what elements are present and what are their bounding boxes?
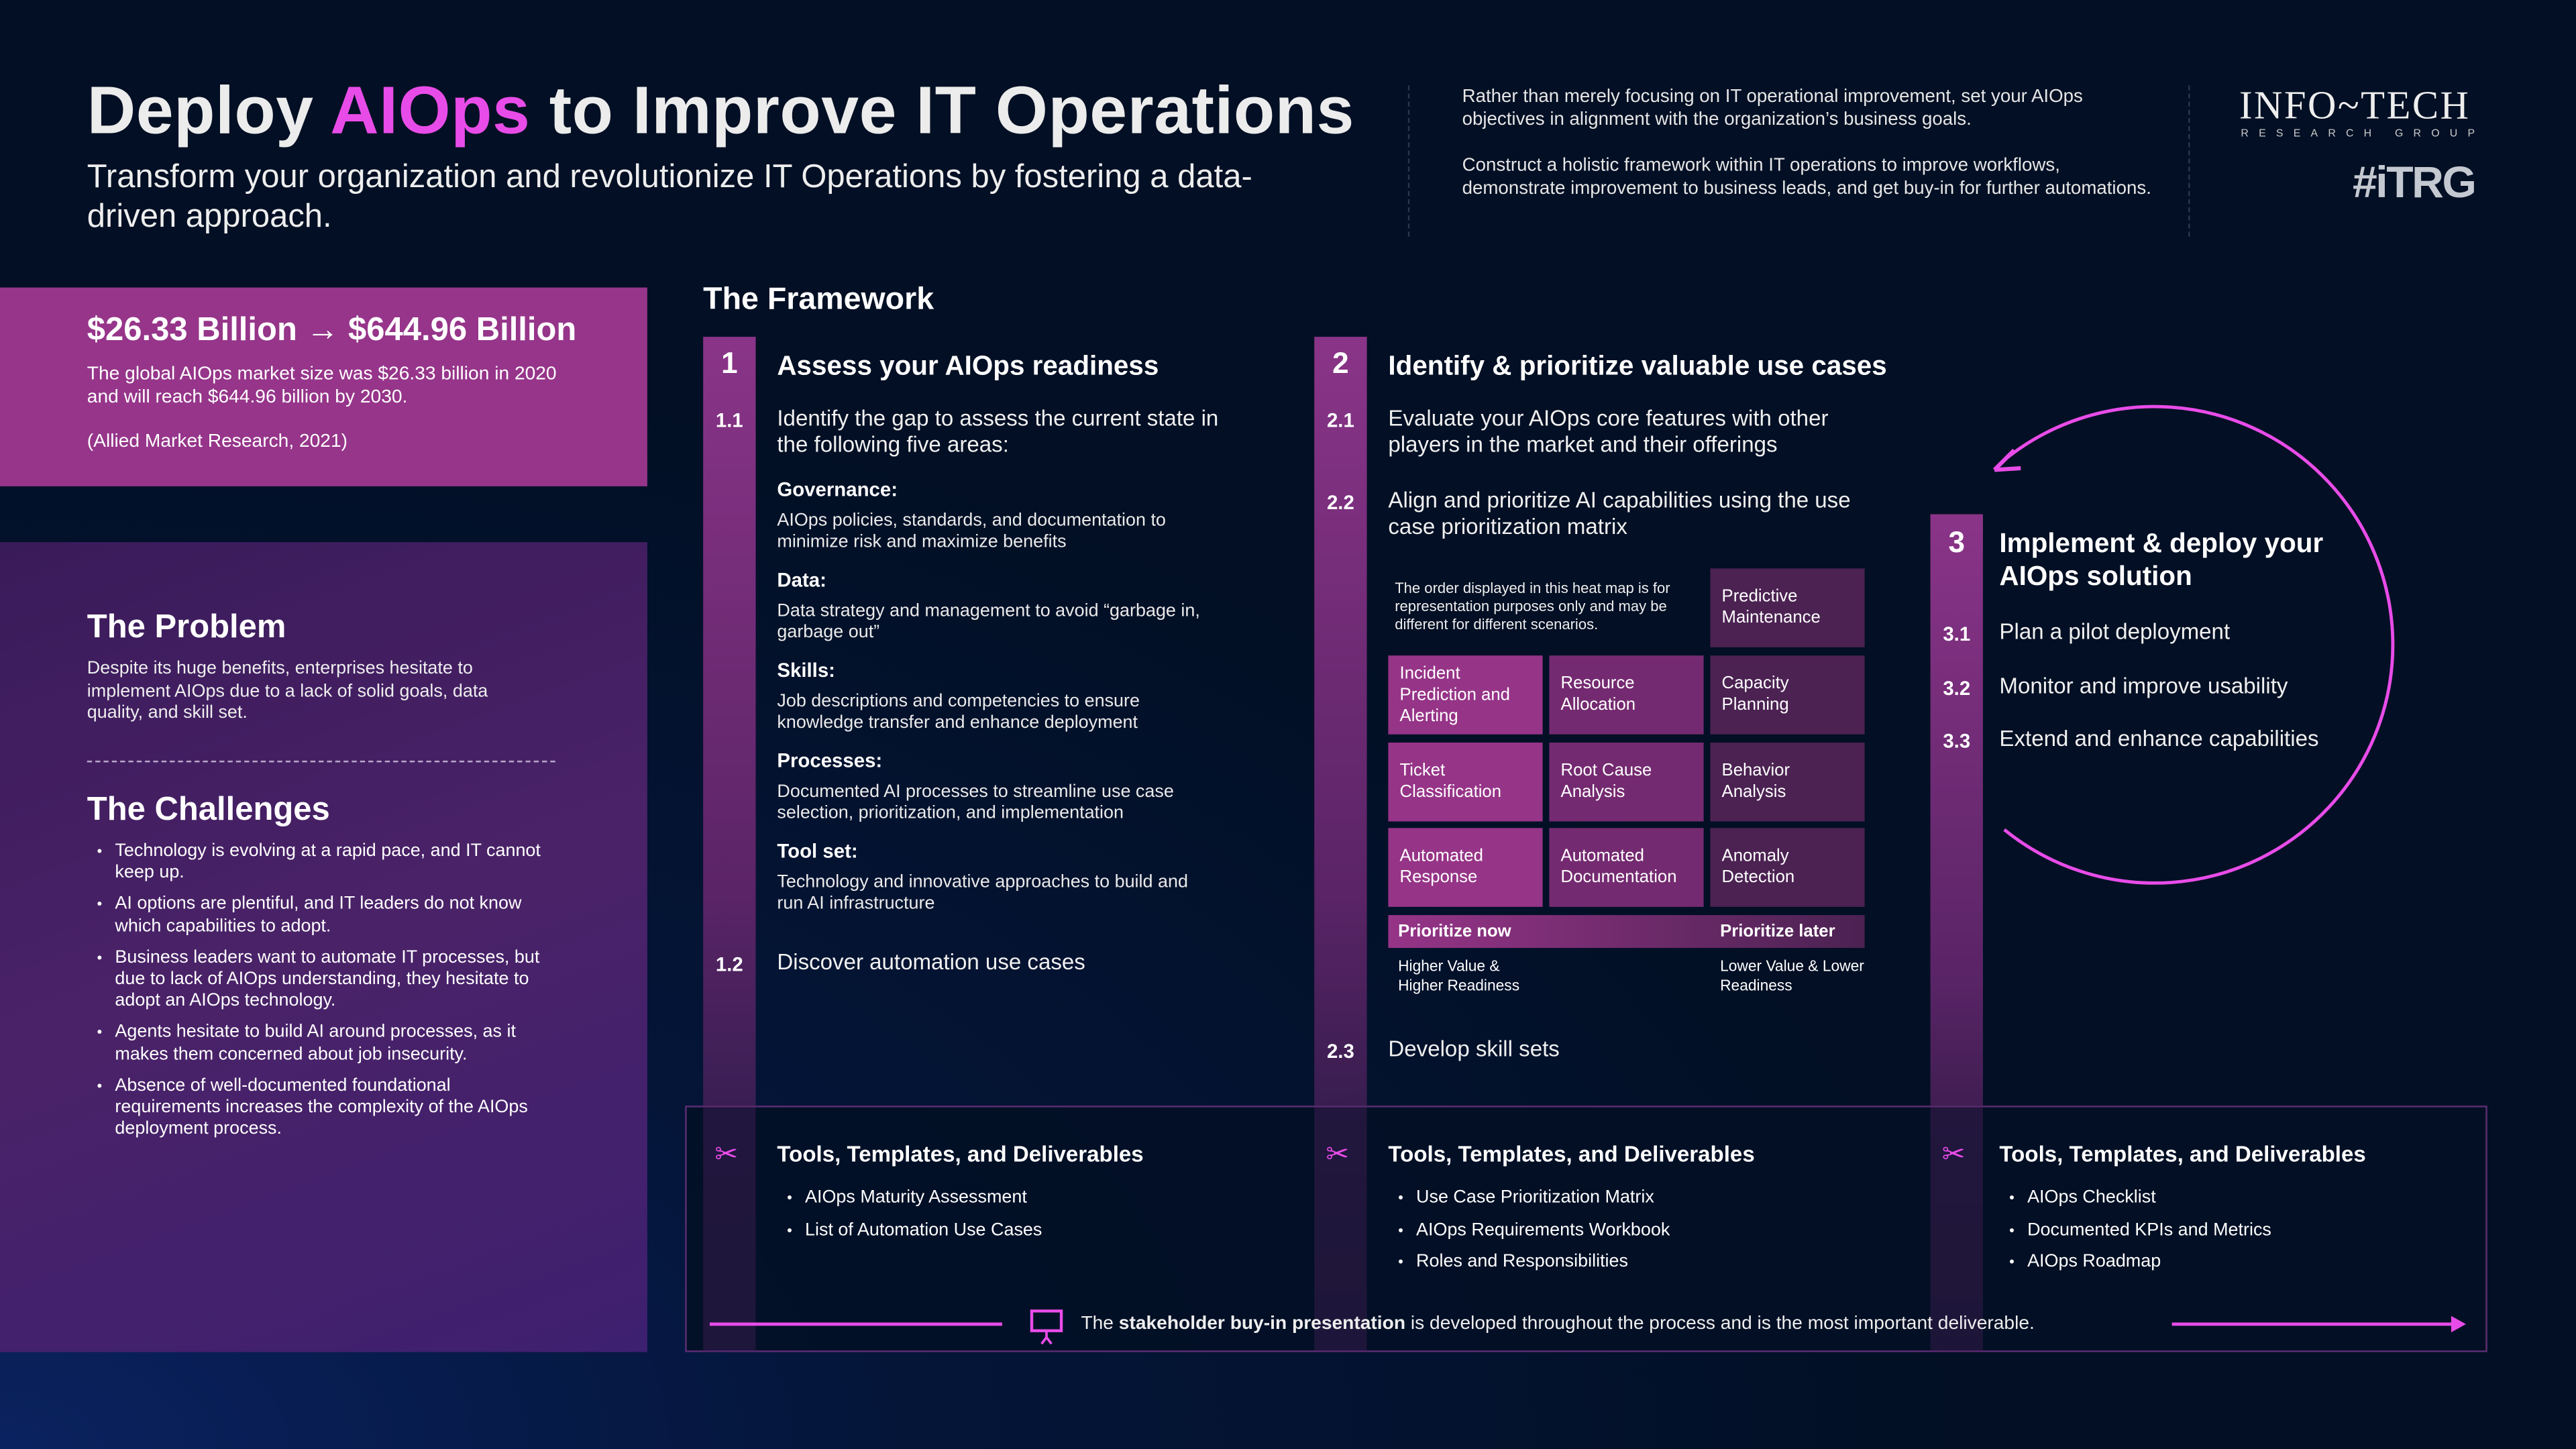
divider bbox=[1407, 85, 1410, 237]
step-title: Implement & deploy your AIOps solution bbox=[1999, 529, 2324, 592]
heatmap-cell: Behavior Analysis bbox=[1710, 742, 1865, 822]
intro-text: Construct a holistic framework within IT… bbox=[1462, 156, 2151, 199]
buyin-note: The stakeholder buy-in presentation is d… bbox=[1081, 1314, 2035, 1334]
area-desc: Data strategy and management to avoid “g… bbox=[777, 601, 1200, 643]
area-desc: AIOps policies, standards, and documenta… bbox=[777, 511, 1166, 552]
readiness-areas: Governance: AIOps policies, standards, an… bbox=[777, 478, 1204, 930]
heatmap-cell: Automated Response bbox=[1388, 828, 1543, 907]
deliverable-item: Roles and Responsibilities bbox=[1388, 1252, 1670, 1273]
heatmap-cell: Ticket Classification bbox=[1388, 742, 1543, 822]
now-description: Higher Value & Higher Readiness bbox=[1398, 957, 1520, 994]
challenge-item: Agents hesitate to build AI around proce… bbox=[87, 1022, 559, 1066]
market-source: (Allied Market Research, 2021) bbox=[87, 432, 348, 452]
substep-text: Plan a pilot deployment bbox=[1999, 619, 2231, 645]
deliverable-item: AIOps Roadmap bbox=[1999, 1252, 2271, 1273]
later-description: Lower Value & Lower Readiness bbox=[1720, 957, 1864, 994]
step-number: 1 bbox=[721, 346, 738, 380]
challenges-title: The Challenges bbox=[87, 792, 330, 828]
tools-title: Tools, Templates, and Deliverables bbox=[1999, 1142, 2366, 1167]
step-number: 2 bbox=[1332, 346, 1349, 380]
problem-title: The Problem bbox=[87, 609, 286, 646]
area-name: Data: bbox=[777, 568, 826, 592]
tools-title: Tools, Templates, and Deliverables bbox=[1388, 1142, 1755, 1167]
prioritize-now: Prioritize now bbox=[1398, 921, 1511, 942]
step-number: 3 bbox=[1948, 525, 1966, 559]
tools-icon: ✂ bbox=[714, 1138, 739, 1170]
heatmap-note: The order displayed in this heat map is … bbox=[1395, 580, 1670, 633]
market-text: The global AIOps market size was $26.33 … bbox=[87, 364, 557, 408]
heatmap-cell: Automated Documentation bbox=[1549, 828, 1704, 907]
substep-text: Develop skill sets bbox=[1388, 1036, 1560, 1062]
deliverable-item: AIOps Checklist bbox=[1999, 1188, 2271, 1210]
challenge-item: Absence of well-documented foundational … bbox=[87, 1076, 559, 1141]
problem-text: Despite its huge benefits, enterprises h… bbox=[87, 659, 488, 723]
deliverable-item: AIOps Requirements Workbook bbox=[1388, 1220, 1670, 1241]
substep-number: 2.1 bbox=[1326, 409, 1354, 433]
deliverable-item: Use Case Prioritization Matrix bbox=[1388, 1188, 1670, 1210]
title-highlight: AIOps bbox=[330, 72, 531, 148]
area-desc: Job descriptions and competencies to ens… bbox=[777, 692, 1140, 733]
substep-text: Extend and enhance capabilities bbox=[1999, 726, 2319, 751]
arrow-line bbox=[709, 1322, 1002, 1326]
challenge-item: Business leaders want to automate IT pro… bbox=[87, 948, 559, 1013]
substep-number: 3.1 bbox=[1943, 623, 1971, 646]
page-subtitle: Transform your organization and revoluti… bbox=[87, 159, 1252, 235]
tools-title: Tools, Templates, and Deliverables bbox=[777, 1142, 1144, 1167]
deliverable-item: List of Automation Use Cases bbox=[777, 1220, 1042, 1241]
heatmap-cell: Root Cause Analysis bbox=[1549, 742, 1704, 822]
market-headline: $26.33 Billion → $644.96 Billion bbox=[87, 312, 577, 349]
area-name: Tool set: bbox=[777, 839, 858, 863]
tools-icon: ✂ bbox=[1326, 1138, 1350, 1170]
substep-number: 2.2 bbox=[1326, 491, 1354, 515]
deliverable-item: AIOps Maturity Assessment bbox=[777, 1188, 1042, 1210]
challenge-item: Technology is evolving at a rapid pace, … bbox=[87, 841, 559, 885]
market-box: $26.33 Billion → $644.96 Billion The glo… bbox=[0, 287, 647, 486]
substep-number: 1.2 bbox=[715, 953, 743, 976]
substep-number: 3.2 bbox=[1943, 676, 1971, 700]
page-title: Deploy AIOps to Improve IT Operations bbox=[87, 72, 1354, 148]
cycle-arrow-icon bbox=[1992, 405, 2395, 885]
substep-text: Monitor and improve usability bbox=[1999, 674, 2288, 698]
substep-number: 2.3 bbox=[1326, 1040, 1354, 1063]
logo-tagline: RESEARCH GROUP bbox=[2241, 128, 2485, 140]
divider bbox=[87, 760, 555, 763]
step-title: Identify & prioritize valuable use cases bbox=[1388, 352, 1887, 382]
presentation-icon bbox=[1030, 1309, 1063, 1345]
prioritize-later: Prioritize later bbox=[1720, 921, 1835, 942]
area-name: Skills: bbox=[777, 659, 835, 682]
intro-text: Rather than merely focusing on IT operat… bbox=[1462, 87, 2083, 129]
area-name: Processes: bbox=[777, 749, 883, 773]
priority-bar: Prioritize now Prioritize later bbox=[1388, 915, 1865, 949]
heatmap-cell: Incident Prediction and Alerting bbox=[1388, 655, 1543, 735]
step-title: Assess your AIOps readiness bbox=[777, 352, 1159, 382]
heatmap-cell: Resource Allocation bbox=[1549, 655, 1704, 735]
arrow-line bbox=[2171, 1322, 2455, 1326]
heatmap-cell: Capacity Planning bbox=[1710, 655, 1865, 735]
deliverable-item: Documented KPIs and Metrics bbox=[1999, 1220, 2271, 1241]
area-desc: Documented AI processes to streamline us… bbox=[777, 782, 1174, 823]
divider bbox=[2188, 85, 2190, 237]
hashtag-logo: #iTRG bbox=[2352, 158, 2477, 207]
tools-icon: ✂ bbox=[1941, 1138, 1966, 1170]
substep-number: 3.3 bbox=[1943, 729, 1971, 753]
challenges-list: Technology is evolving at a rapid pace, … bbox=[87, 841, 580, 1150]
framework-title: The Framework bbox=[703, 282, 934, 317]
heatmap-cell: Predictive Maintenance bbox=[1710, 568, 1865, 647]
substep-number: 1.1 bbox=[715, 409, 743, 433]
heatmap-cell: Anomaly Detection bbox=[1710, 828, 1865, 907]
substep-text: Align and prioritize AI capabilities usi… bbox=[1388, 488, 1851, 539]
logo: INFO~TECH bbox=[2239, 85, 2471, 129]
substep-text: Evaluate your AIOps core features with o… bbox=[1388, 405, 1829, 457]
arrow-head-icon bbox=[2451, 1316, 2466, 1333]
substep-text: Identify the gap to assess the current s… bbox=[777, 405, 1219, 457]
substep-text: Discover automation use cases bbox=[777, 949, 1085, 975]
area-name: Governance: bbox=[777, 478, 898, 501]
area-desc: Technology and innovative approaches to … bbox=[777, 872, 1188, 914]
challenge-item: AI options are plentiful, and IT leaders… bbox=[87, 894, 559, 938]
